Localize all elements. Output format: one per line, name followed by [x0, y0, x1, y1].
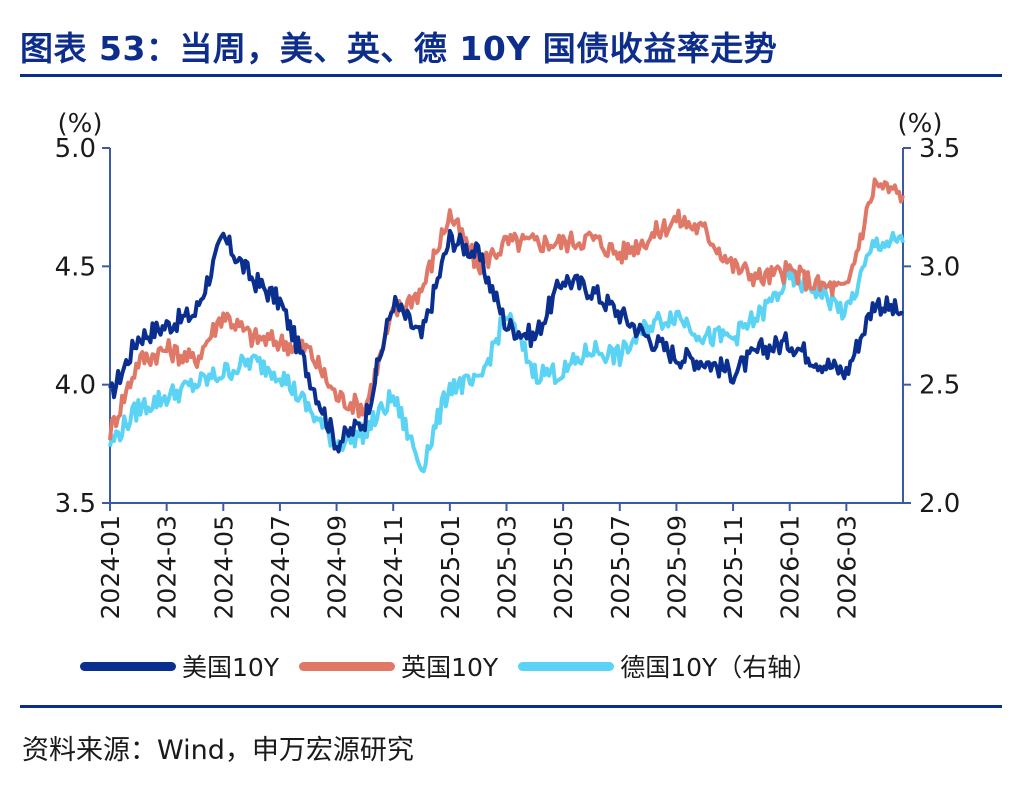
right-tick-label: 3.0 — [919, 252, 960, 282]
left-tick-label: 4.5 — [55, 252, 96, 282]
x-tick-label: 2025-03 — [493, 515, 522, 619]
legend-swatch-de — [518, 661, 615, 671]
x-tick-label: 2026-01 — [776, 515, 805, 619]
title-divider — [20, 74, 1002, 77]
legend-label-uk: 英国10Y — [401, 653, 499, 682]
left-axis-unit: (%) — [58, 109, 103, 139]
legend-swatch-us — [80, 661, 176, 671]
x-tick-label: 2025-01 — [436, 515, 465, 619]
series-line-uk — [108, 177, 905, 441]
left-tick-label: 5.0 — [55, 134, 96, 164]
x-tick-label: 2024-01 — [96, 515, 125, 619]
series-line-us — [108, 228, 904, 454]
legend-label-de: 德国10Y（右轴） — [620, 653, 818, 682]
source-note: 资料来源：Wind，申万宏源研究 — [22, 735, 414, 766]
legend-swatch-uk — [299, 661, 396, 671]
x-tick-label: 2025-11 — [719, 515, 748, 619]
x-tick-label: 2025-05 — [549, 515, 578, 619]
source-divider — [20, 705, 1002, 708]
x-tick-label: 2025-07 — [606, 515, 635, 619]
legend-item-us: 美国10Y — [80, 648, 279, 684]
x-tick-label: 2024-07 — [266, 515, 295, 619]
x-tick-label: 2024-11 — [379, 515, 408, 619]
x-tick-label: 2024-03 — [153, 515, 182, 619]
chart-title: 图表 53：当周，美、英、德 10Y 国债收益率走势 — [20, 29, 778, 68]
x-tick-label: 2024-05 — [209, 515, 238, 619]
legend-item-de: 德国10Y（右轴） — [518, 648, 817, 684]
x-tick-label: 2024-09 — [323, 515, 352, 619]
x-tick-label: 2025-09 — [662, 515, 691, 619]
legend-item-uk: 英国10Y — [299, 648, 498, 684]
x-tick-label: 2026-03 — [832, 515, 861, 619]
legend-label-us: 美国10Y — [182, 653, 280, 682]
right-tick-label: 2.5 — [919, 371, 960, 401]
left-tick-label: 4.0 — [55, 371, 96, 401]
right-tick-label: 2.0 — [919, 489, 960, 519]
series-layer — [108, 177, 905, 474]
chart-legend: 美国10Y 英国10Y 德国10Y（右轴） — [80, 648, 837, 684]
right-axis-unit: (%) — [898, 109, 943, 139]
series-line-de — [108, 230, 905, 474]
right-tick-label: 3.5 — [919, 134, 960, 164]
left-tick-label: 3.5 — [55, 489, 96, 519]
